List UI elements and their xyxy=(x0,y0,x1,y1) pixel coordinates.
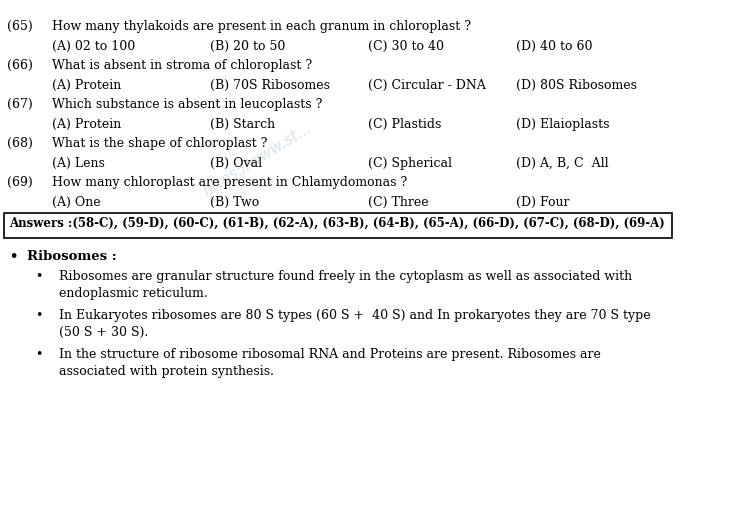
Text: associated with protein synthesis.: associated with protein synthesis. xyxy=(59,365,274,378)
Text: (B) Starch: (B) Starch xyxy=(210,118,275,131)
Text: (A) 02 to 100: (A) 02 to 100 xyxy=(52,40,135,53)
Text: How many thylakoids are present in each granum in chloroplast ?: How many thylakoids are present in each … xyxy=(52,20,470,33)
Text: Ribosomes are granular structure found freely in the cytoplasm as well as associ: Ribosomes are granular structure found f… xyxy=(59,270,632,282)
Text: (B) Two: (B) Two xyxy=(210,196,259,209)
Text: (D) A, B, C  All: (D) A, B, C All xyxy=(516,157,608,170)
Text: (69): (69) xyxy=(7,176,32,189)
Text: •: • xyxy=(35,348,42,361)
Text: (D) Four: (D) Four xyxy=(516,196,569,209)
Text: Which substance is absent in leucoplasts ?: Which substance is absent in leucoplasts… xyxy=(52,98,322,111)
Text: (65): (65) xyxy=(7,20,32,33)
Text: (B) Oval: (B) Oval xyxy=(210,157,262,170)
Text: Answers :(58-C), (59-D), (60-C), (61-B), (62-A), (63-B), (64-B), (65-A), (66-D),: Answers :(58-C), (59-D), (60-C), (61-B),… xyxy=(10,216,665,229)
Text: (C) Plastids: (C) Plastids xyxy=(368,118,441,131)
Text: Ribosomes :: Ribosomes : xyxy=(27,250,117,263)
Text: (B) 70S Ribosomes: (B) 70S Ribosomes xyxy=(210,79,330,92)
Text: (C) 30 to 40: (C) 30 to 40 xyxy=(368,40,444,53)
Text: (66): (66) xyxy=(7,59,32,72)
Text: (D) Elaioplasts: (D) Elaioplasts xyxy=(516,118,609,131)
Text: https://www.st...: https://www.st... xyxy=(201,120,314,199)
Text: (C) Spherical: (C) Spherical xyxy=(368,157,452,170)
Text: What is the shape of chloroplast ?: What is the shape of chloroplast ? xyxy=(52,137,267,150)
Text: What is absent in stroma of chloroplast ?: What is absent in stroma of chloroplast … xyxy=(52,59,312,72)
Text: (68): (68) xyxy=(7,137,32,150)
Text: •: • xyxy=(35,309,42,322)
Text: •: • xyxy=(35,270,42,282)
Text: (A) Protein: (A) Protein xyxy=(52,79,121,92)
Text: In Eukaryotes ribosomes are 80 S types (60 S +  40 S) and In prokaryotes they ar: In Eukaryotes ribosomes are 80 S types (… xyxy=(59,309,650,322)
Text: (D) 80S Ribosomes: (D) 80S Ribosomes xyxy=(516,79,637,92)
Text: (A) One: (A) One xyxy=(52,196,100,209)
Text: (67): (67) xyxy=(7,98,32,111)
Text: In the structure of ribosome ribosomal RNA and Proteins are present. Ribosomes a: In the structure of ribosome ribosomal R… xyxy=(59,348,600,361)
Text: (C) Three: (C) Three xyxy=(368,196,429,209)
Text: (B) 20 to 50: (B) 20 to 50 xyxy=(210,40,285,53)
Text: endoplasmic reticulum.: endoplasmic reticulum. xyxy=(59,287,207,299)
Text: (50 S + 30 S).: (50 S + 30 S). xyxy=(59,325,148,339)
Text: (A) Lens: (A) Lens xyxy=(52,157,105,170)
Text: •: • xyxy=(10,250,18,263)
Text: (D) 40 to 60: (D) 40 to 60 xyxy=(516,40,593,53)
Text: (A) Protein: (A) Protein xyxy=(52,118,121,131)
Text: How many chloroplast are present in Chlamydomonas ?: How many chloroplast are present in Chla… xyxy=(52,176,407,189)
Text: (C) Circular - DNA: (C) Circular - DNA xyxy=(368,79,486,92)
FancyBboxPatch shape xyxy=(4,213,672,238)
